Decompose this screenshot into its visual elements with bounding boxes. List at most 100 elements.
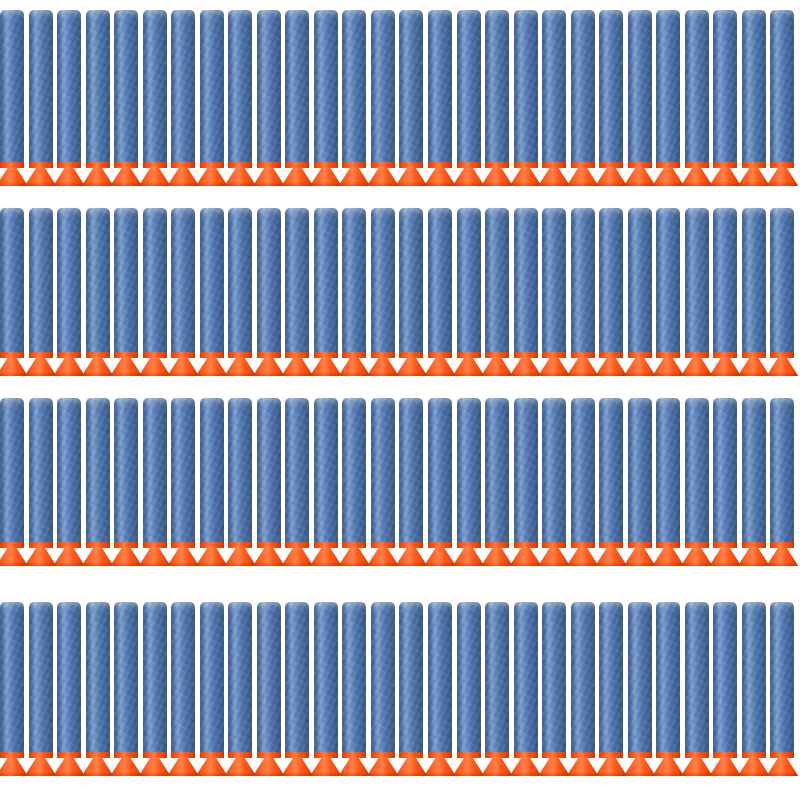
dart-suction-cup-tip [481, 547, 514, 566]
dart-foam-shaft [627, 398, 652, 543]
foam-dart [452, 398, 485, 566]
dart-suction-cup-tip [338, 167, 371, 186]
dart-suction-cup-tip [395, 167, 428, 186]
foam-dart [138, 398, 171, 566]
dart-foam-shaft [656, 602, 681, 753]
dart-foam-shaft [485, 208, 510, 353]
dart-foam-shaft [570, 398, 595, 543]
dart-suction-cup-tip [366, 547, 399, 566]
foam-dart [737, 398, 770, 566]
foam-dart [53, 208, 86, 376]
dart-suction-cup-tip [110, 357, 143, 376]
foam-dart [452, 602, 485, 776]
foam-dart [252, 602, 285, 776]
dart-foam-shaft [770, 208, 795, 353]
dart-suction-cup-tip [595, 357, 628, 376]
dart-foam-shaft [199, 602, 224, 753]
dart-collar-band [342, 542, 367, 548]
foam-dart [0, 10, 28, 186]
dart-suction-cup-tip [252, 357, 285, 376]
foam-dart [509, 602, 542, 776]
dart-suction-cup-tip [0, 167, 28, 186]
dart-collar-band [0, 542, 24, 548]
dart-collar-band [713, 352, 738, 358]
dart-collar-band [627, 542, 652, 548]
dart-suction-cup-tip [138, 757, 171, 776]
foam-dart [224, 602, 257, 776]
dart-foam-shaft [513, 602, 538, 753]
dart-collar-band [542, 352, 567, 358]
dart-collar-band [313, 542, 338, 548]
foam-dart [566, 10, 599, 186]
foam-dart [395, 208, 428, 376]
dart-foam-shaft [342, 10, 367, 163]
dart-collar-band [741, 542, 766, 548]
foam-dart [481, 10, 514, 186]
dart-suction-cup-tip [623, 167, 656, 186]
dart-suction-cup-tip [538, 357, 571, 376]
dart-collar-band [171, 352, 196, 358]
dart-suction-cup-tip [566, 547, 599, 566]
dart-collar-band [627, 162, 652, 168]
dart-collar-band [599, 752, 624, 758]
foam-dart [338, 10, 371, 186]
dart-foam-shaft [399, 10, 424, 163]
foam-dart [366, 10, 399, 186]
foam-dart [281, 208, 314, 376]
dart-suction-cup-tip [195, 547, 228, 566]
dart-foam-shaft [513, 10, 538, 163]
dart-suction-cup-tip [110, 547, 143, 566]
dart-foam-shaft [28, 208, 53, 353]
dart-foam-shaft [485, 398, 510, 543]
foam-dart [53, 398, 86, 566]
dart-foam-shaft [313, 208, 338, 353]
dart-collar-band [456, 352, 481, 358]
foam-dart [167, 398, 200, 566]
dart-foam-shaft [171, 10, 196, 163]
dart-foam-shaft [427, 10, 452, 163]
dart-suction-cup-tip [167, 757, 200, 776]
foam-dart [281, 10, 314, 186]
dart-collar-band [228, 752, 253, 758]
dart-foam-shaft [713, 398, 738, 543]
dart-row [0, 10, 800, 186]
dart-collar-band [570, 752, 595, 758]
dart-collar-band [542, 162, 567, 168]
dart-collar-band [199, 162, 224, 168]
dart-foam-shaft [57, 602, 82, 753]
dart-foam-shaft [656, 10, 681, 163]
dart-collar-band [28, 352, 53, 358]
dart-collar-band [142, 542, 167, 548]
dart-suction-cup-tip [281, 547, 314, 566]
foam-dart [623, 602, 656, 776]
dart-foam-shaft [485, 602, 510, 753]
foam-dart [737, 10, 770, 186]
dart-suction-cup-tip [395, 757, 428, 776]
foam-dart [24, 10, 57, 186]
dart-collar-band [0, 752, 24, 758]
dart-suction-cup-tip [252, 757, 285, 776]
foam-dart [709, 10, 742, 186]
foam-dart [167, 10, 200, 186]
dart-collar-band [399, 542, 424, 548]
dart-collar-band [28, 752, 53, 758]
dart-suction-cup-tip [766, 167, 799, 186]
dart-suction-cup-tip [595, 757, 628, 776]
dart-suction-cup-tip [366, 167, 399, 186]
dart-suction-cup-tip [623, 547, 656, 566]
dart-foam-shaft [656, 208, 681, 353]
dart-collar-band [542, 752, 567, 758]
foam-dart [652, 398, 685, 566]
foam-dart [680, 10, 713, 186]
dart-foam-shaft [114, 398, 139, 543]
dart-foam-shaft [713, 208, 738, 353]
dart-foam-shaft [228, 398, 253, 543]
dart-suction-cup-tip [737, 547, 770, 566]
foam-dart [680, 602, 713, 776]
dart-collar-band [285, 752, 310, 758]
dart-suction-cup-tip [509, 167, 542, 186]
dart-suction-cup-tip [224, 357, 257, 376]
foam-dart [652, 208, 685, 376]
dart-foam-shaft [199, 208, 224, 353]
dart-collar-band [0, 352, 24, 358]
